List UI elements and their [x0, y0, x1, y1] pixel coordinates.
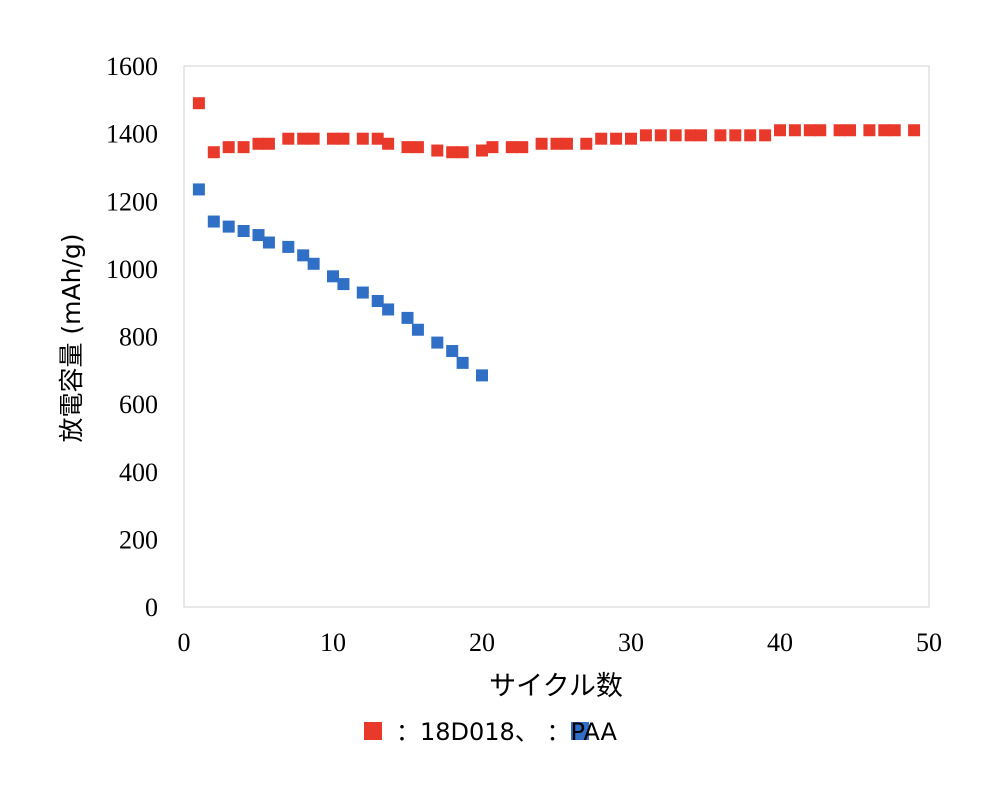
y-tick-label: 1600	[106, 52, 158, 81]
data-point-18d018	[744, 129, 757, 142]
data-point-18d018	[788, 124, 801, 137]
legend-text: ：18D018、 ：PAA	[396, 718, 617, 746]
data-point-18d018	[535, 137, 548, 150]
data-point-paa	[307, 257, 320, 270]
data-point-paa	[262, 236, 275, 249]
data-point-18d018	[759, 129, 772, 142]
data-point-18d018	[669, 129, 682, 142]
data-point-18d018	[297, 132, 310, 145]
data-point-paa	[411, 323, 424, 336]
data-point-18d018	[505, 141, 518, 154]
x-tick-label: 20	[469, 628, 495, 657]
y-tick-label: 1400	[106, 120, 158, 149]
data-point-18d018	[356, 132, 369, 145]
data-point-18d018	[695, 129, 708, 142]
data-point-18d018	[833, 124, 846, 137]
data-point-18d018	[844, 124, 857, 137]
data-point-paa	[337, 278, 350, 291]
data-point-18d018	[729, 129, 742, 142]
y-axis-ticks: 0 200 400 600 800 1000 1200 1400 1600	[106, 52, 158, 622]
data-point-18d018	[774, 124, 786, 137]
data-point-18d018	[550, 137, 563, 150]
data-point-18d018	[446, 146, 459, 159]
data-point-paa	[237, 225, 250, 238]
data-point-18d018	[863, 124, 876, 137]
data-point-paa	[192, 183, 205, 196]
x-tick-label: 10	[320, 628, 346, 657]
data-point-paa	[207, 215, 220, 228]
data-point-18d018	[262, 137, 275, 150]
data-point-18d018	[252, 137, 265, 150]
y-tick-label: 800	[119, 323, 158, 352]
data-point-paa	[222, 220, 235, 233]
data-point-paa	[401, 311, 414, 324]
plot-area	[183, 65, 930, 608]
data-point-18d018	[908, 124, 921, 137]
data-point-18d018	[337, 132, 350, 145]
data-point-18d018	[814, 124, 827, 137]
x-tick-label: 30	[618, 628, 644, 657]
data-point-paa	[282, 240, 295, 253]
y-tick-label: 400	[119, 458, 158, 487]
data-point-18d018	[456, 146, 469, 159]
data-point-paa	[327, 270, 339, 283]
x-tick-label: 50	[916, 628, 942, 657]
data-point-18d018	[282, 132, 295, 145]
data-point-paa	[356, 286, 369, 299]
data-point-18d018	[560, 137, 573, 150]
data-point-18d018	[431, 144, 444, 157]
y-tick-label: 0	[145, 593, 158, 622]
data-point-18d018	[878, 124, 891, 137]
data-point-18d018	[610, 132, 623, 145]
data-series	[192, 97, 921, 382]
data-point-paa	[431, 336, 444, 349]
y-tick-label: 1000	[106, 255, 158, 284]
data-point-18d018	[327, 132, 339, 145]
data-point-paa	[297, 249, 310, 262]
data-point-18d018	[516, 141, 529, 154]
data-point-18d018	[411, 141, 424, 154]
data-point-18d018	[803, 124, 816, 137]
x-tick-label: 40	[767, 628, 793, 657]
data-point-18d018	[639, 129, 652, 142]
y-tick-label: 200	[119, 525, 158, 554]
data-point-18d018	[595, 132, 608, 145]
data-point-18d018	[476, 144, 488, 157]
x-axis-label: サイクル数	[489, 671, 623, 702]
legend-marker-paa	[571, 722, 589, 740]
y-tick-label: 600	[119, 390, 158, 419]
data-point-18d018	[371, 132, 384, 145]
data-point-18d018	[654, 129, 667, 142]
data-point-18d018	[888, 124, 901, 137]
data-point-18d018	[222, 141, 235, 154]
data-point-18d018	[580, 137, 593, 150]
data-point-paa	[446, 345, 459, 358]
data-point-18d018	[401, 141, 414, 154]
series-18d018	[192, 97, 921, 159]
y-tick-label: 1200	[106, 187, 158, 216]
legend-marker-18d018	[364, 722, 382, 740]
x-tick-label: 0	[178, 628, 191, 657]
y-axis-label: 放電容量 (mAh/g)	[57, 233, 86, 442]
legend: ：18D018、 ：PAA	[364, 718, 617, 746]
data-point-18d018	[237, 141, 250, 154]
data-point-18d018	[486, 141, 499, 154]
data-point-18d018	[307, 132, 320, 145]
data-point-18d018	[684, 129, 697, 142]
series-paa	[192, 183, 488, 382]
data-point-paa	[371, 294, 384, 307]
data-point-paa	[456, 356, 469, 369]
data-point-18d018	[382, 137, 395, 150]
data-point-18d018	[714, 129, 727, 142]
data-point-paa	[382, 303, 395, 316]
x-axis-ticks: 0 10 20 30 40 50	[178, 628, 943, 657]
data-point-18d018	[625, 132, 637, 145]
data-point-paa	[252, 229, 265, 242]
data-point-18d018	[207, 146, 220, 159]
data-point-paa	[476, 369, 488, 382]
data-point-18d018	[192, 97, 205, 110]
